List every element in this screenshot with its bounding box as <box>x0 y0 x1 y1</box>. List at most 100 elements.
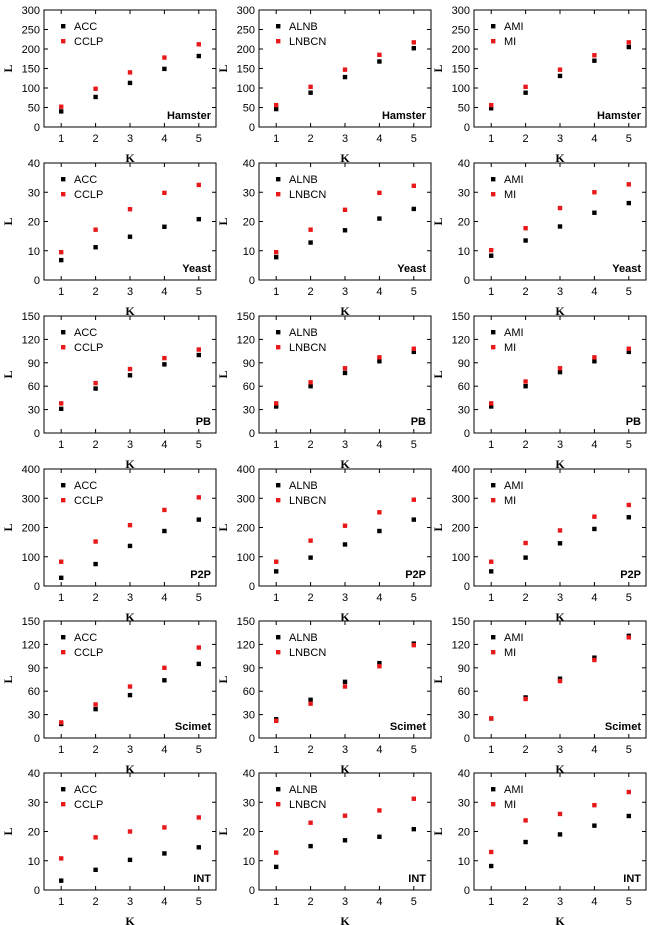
x-tick-label: 1 <box>488 286 494 298</box>
y-tick-label: 30 <box>243 710 255 722</box>
x-tick-label: 3 <box>127 896 133 908</box>
data-point-acc-k3 <box>127 373 133 378</box>
x-tick-label: 5 <box>411 133 417 145</box>
x-tick-label: 3 <box>557 133 563 145</box>
legend-label: ALNB <box>289 632 318 644</box>
legend-marker <box>61 345 66 350</box>
y-tick-label: 100 <box>22 83 40 95</box>
dataset-label: PB <box>411 416 426 428</box>
data-point-alnb-k1 <box>274 569 279 574</box>
x-tick-label: 3 <box>557 592 563 604</box>
dataset-label: INT <box>193 873 211 885</box>
x-tick-label: 4 <box>591 592 597 604</box>
x-tick-label: 2 <box>308 286 314 298</box>
legend-marker <box>61 192 66 197</box>
data-point-acc-k2 <box>93 245 98 250</box>
y-axis-label: L <box>216 370 230 378</box>
x-axis-label: K <box>555 610 565 624</box>
legend-marker <box>61 635 66 640</box>
data-point-cclp-k2 <box>93 86 98 91</box>
legend-marker <box>491 802 496 807</box>
legend-marker <box>491 650 496 655</box>
y-tick-label: 300 <box>237 493 255 505</box>
x-tick-label: 3 <box>342 439 348 451</box>
y-tick-label: 90 <box>28 663 40 675</box>
y-tick-label: 50 <box>458 103 470 115</box>
data-point-mi-k5 <box>626 346 631 351</box>
legend-label: ACC <box>74 21 97 33</box>
x-tick-label: 3 <box>557 744 563 756</box>
legend-marker <box>276 39 281 44</box>
x-tick-label: 1 <box>273 592 279 604</box>
x-tick-label: 4 <box>376 896 382 908</box>
data-point-acc-k2 <box>93 94 98 100</box>
y-tick-label: 90 <box>243 358 255 370</box>
data-point-mi-k3 <box>557 811 563 817</box>
x-tick-label: 2 <box>93 592 99 604</box>
x-tick-label: 4 <box>161 592 167 604</box>
y-axis-label: L <box>1 523 15 531</box>
y-tick-label: 60 <box>458 686 470 698</box>
legend-marker <box>61 330 66 335</box>
dataset-label: Yeast <box>182 263 211 275</box>
x-tick-label: 4 <box>161 744 167 756</box>
x-axis-label: K <box>340 457 350 471</box>
x-tick-label: 4 <box>376 744 382 756</box>
y-tick-label: 120 <box>237 639 255 651</box>
data-point-mi-k1 <box>489 102 494 108</box>
legend-marker <box>61 650 66 655</box>
data-point-cclp-k3 <box>127 366 133 372</box>
panel-int-1: 0 10 20 30 40 1 2 3 4 5 K L INT ACC CCLP <box>1 768 217 925</box>
y-tick-label: 90 <box>243 663 255 675</box>
y-axis-label: L <box>431 675 445 683</box>
x-tick-label: 5 <box>196 896 202 908</box>
panel-yeast-1: 0 10 20 30 40 1 2 3 4 5 K L Yeast ACC CCLP <box>1 158 217 318</box>
data-point-cclp-k2 <box>93 702 98 707</box>
data-point-lnbcn-k3 <box>342 523 348 528</box>
data-point-ami-k1 <box>489 106 494 111</box>
x-tick-label: 3 <box>342 286 348 298</box>
data-point-cclp-k1 <box>59 559 64 564</box>
x-tick-label: 2 <box>93 133 99 145</box>
x-tick-label: 5 <box>411 439 417 451</box>
data-point-lnbcn-k1 <box>274 102 279 108</box>
data-point-cclp-k3 <box>127 522 133 528</box>
data-point-acc-k2 <box>93 706 98 712</box>
data-point-ami-k4 <box>592 526 597 532</box>
y-tick-label: 10 <box>243 246 255 258</box>
y-axis-label: L <box>216 523 230 531</box>
data-point-lnbcn-k2 <box>308 538 313 543</box>
y-tick-label: 150 <box>452 311 470 323</box>
data-point-cclp-k4 <box>162 507 167 513</box>
data-point-ami-k4 <box>592 655 597 660</box>
y-tick-label: 30 <box>243 797 255 809</box>
data-point-alnb-k1 <box>274 106 279 112</box>
legend-label: LNBCN <box>289 799 326 811</box>
x-tick-label: 2 <box>93 286 99 298</box>
x-tick-label: 5 <box>411 896 417 908</box>
data-point-acc-k3 <box>127 857 133 863</box>
y-tick-label: 0 <box>464 275 470 287</box>
x-tick-label: 2 <box>523 286 529 298</box>
data-point-alnb-k5 <box>411 349 416 355</box>
y-axis-label: L <box>216 827 230 835</box>
legend-label: ALNB <box>289 174 318 186</box>
data-point-cclp-k2 <box>93 380 98 386</box>
x-tick-label: 4 <box>161 133 167 145</box>
dataset-label: PB <box>626 416 641 428</box>
x-tick-label: 1 <box>273 744 279 756</box>
y-axis-label: L <box>431 523 445 531</box>
y-tick-label: 150 <box>22 64 40 76</box>
y-tick-label: 300 <box>452 5 470 17</box>
x-axis-label: K <box>125 610 135 624</box>
x-tick-label: 2 <box>308 592 314 604</box>
x-tick-label: 5 <box>626 896 632 908</box>
y-tick-label: 30 <box>458 405 470 417</box>
data-point-lnbcn-k3 <box>342 813 348 818</box>
legend-label: LNBCN <box>289 342 326 354</box>
data-point-cclp-k1 <box>59 401 64 406</box>
legend-marker <box>61 24 66 29</box>
legend-marker <box>491 498 496 503</box>
data-point-ami-k1 <box>489 863 494 869</box>
data-point-lnbcn-k2 <box>308 820 313 825</box>
